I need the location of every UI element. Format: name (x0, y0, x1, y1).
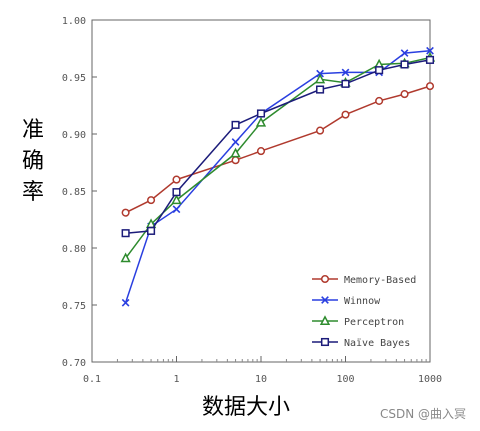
data-point (425, 82, 435, 91)
legend-label: Perceptron (344, 317, 404, 328)
data-point (400, 49, 409, 57)
data-point (400, 60, 409, 69)
data-point (120, 252, 131, 263)
data-point (172, 188, 181, 197)
y-axis-label-char: 率 (22, 180, 44, 205)
y-axis-label-char: 准 (22, 118, 44, 143)
data-point (230, 147, 241, 158)
y-tick-label: 1.00 (62, 16, 86, 27)
data-point (231, 138, 240, 146)
y-tick-label: 0.75 (62, 301, 86, 312)
watermark: CSDN @曲入冥 (380, 407, 466, 421)
data-point (121, 208, 130, 217)
legend-marker (320, 274, 330, 284)
series-line (125, 85, 431, 214)
legend-marker (320, 337, 330, 347)
y-tick-label: 0.95 (62, 73, 86, 84)
data-point (147, 196, 156, 205)
x-tick-label: 10 (255, 374, 267, 385)
y-tick-label: 0.80 (62, 244, 86, 255)
series-na-ve-bayes (121, 55, 435, 238)
legend-label: Naïve Bayes (344, 338, 410, 349)
data-point (256, 147, 266, 156)
legend: Memory-Based Winnow Perceptron Naïve Bayes (312, 274, 416, 349)
data-point (314, 73, 326, 84)
data-point (231, 156, 240, 165)
data-point (375, 96, 384, 105)
data-point (172, 175, 181, 184)
y-axis-label-char: 确 (22, 149, 44, 174)
data-point (121, 229, 130, 238)
series-line (124, 50, 431, 303)
data-point (172, 205, 181, 214)
data-point (256, 109, 266, 118)
data-point (375, 66, 384, 75)
y-axis-label: 准确率 (22, 118, 44, 205)
data-point (147, 226, 156, 235)
x-tick-label: 100 (336, 374, 354, 385)
x-tick-label: 1 (173, 374, 179, 385)
y-axis: 0.70 0.75 0.80 0.85 0.90 0.95 1.00 (62, 16, 97, 369)
data-point (341, 68, 350, 77)
y-tick-label: 0.90 (62, 130, 86, 141)
data-point (255, 116, 267, 127)
y-tick-label: 0.85 (62, 187, 86, 198)
data-point (341, 79, 350, 88)
x-axis: 0.1 1 10 100 1000 (83, 356, 442, 385)
legend-marker (321, 296, 329, 304)
legend-label: Winnow (344, 296, 381, 307)
series-line (125, 59, 431, 234)
data-point (341, 110, 350, 119)
x-tick-label: 1000 (418, 374, 442, 385)
data-point (316, 126, 325, 135)
y-tick-label: 0.70 (62, 358, 86, 369)
data-point (400, 90, 409, 99)
data-point (231, 120, 240, 129)
data-point (426, 46, 434, 55)
series-winnow (121, 46, 434, 307)
data-point (171, 194, 182, 205)
data-point (425, 55, 435, 64)
x-axis-label: 数据大小 (202, 395, 290, 420)
series-line (124, 56, 431, 259)
series-perceptron (120, 51, 436, 263)
data-point (316, 85, 325, 94)
series-layer (120, 46, 436, 307)
legend-label: Memory-Based (344, 275, 416, 286)
x-tick-label: 0.1 (83, 374, 101, 385)
data-point (121, 298, 130, 307)
legend-marker (319, 315, 331, 326)
